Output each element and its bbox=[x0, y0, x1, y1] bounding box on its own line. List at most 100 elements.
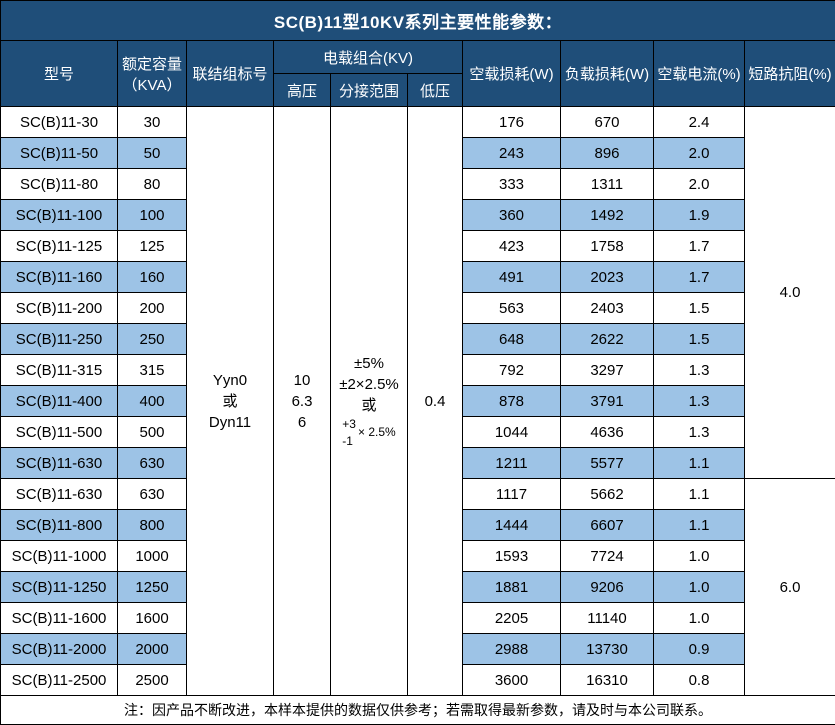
cell-capacity: 400 bbox=[118, 386, 187, 417]
cell-capacity: 2500 bbox=[118, 665, 187, 696]
cell-model: SC(B)11-200 bbox=[1, 293, 118, 324]
cell-no-load-current: 1.5 bbox=[654, 293, 745, 324]
header-impedance: 短路抗阻(%) bbox=[745, 41, 835, 107]
cell-load-loss: 6607 bbox=[561, 510, 654, 541]
cell-no-load-current: 1.5 bbox=[654, 324, 745, 355]
cell-load-loss: 1758 bbox=[561, 231, 654, 262]
note-row: 注：因产品不断改进，本样本提供的数据仅供参考；若需取得最新参数，请及时与本公司联… bbox=[1, 696, 835, 725]
cell-no-load-loss: 2205 bbox=[463, 603, 561, 634]
cell-impedance: 6.0 bbox=[745, 479, 835, 696]
header-tap-range: 分接范围 bbox=[331, 74, 408, 107]
cell-load-loss: 7724 bbox=[561, 541, 654, 572]
cell-tap-range: ±5%±2×2.5%或+3-1× 2.5% bbox=[331, 107, 408, 696]
cell-capacity: 630 bbox=[118, 479, 187, 510]
cell-model: SC(B)11-2500 bbox=[1, 665, 118, 696]
cell-load-loss: 3791 bbox=[561, 386, 654, 417]
cell-capacity: 800 bbox=[118, 510, 187, 541]
cell-capacity: 200 bbox=[118, 293, 187, 324]
cell-no-load-loss: 1044 bbox=[463, 417, 561, 448]
cell-no-load-loss: 1211 bbox=[463, 448, 561, 479]
cell-capacity: 250 bbox=[118, 324, 187, 355]
cell-load-loss: 1492 bbox=[561, 200, 654, 231]
cell-model: SC(B)11-630 bbox=[1, 448, 118, 479]
cell-capacity: 30 bbox=[118, 107, 187, 138]
footer-note: 注：因产品不断改进，本样本提供的数据仅供参考；若需取得最新参数，请及时与本公司联… bbox=[1, 696, 835, 725]
cell-capacity: 125 bbox=[118, 231, 187, 262]
cell-no-load-loss: 1881 bbox=[463, 572, 561, 603]
cell-model: SC(B)11-500 bbox=[1, 417, 118, 448]
cell-capacity: 50 bbox=[118, 138, 187, 169]
header-capacity: 额定容量 （KVA） bbox=[118, 41, 187, 107]
cell-no-load-loss: 176 bbox=[463, 107, 561, 138]
cell-load-loss: 11140 bbox=[561, 603, 654, 634]
cell-capacity: 1600 bbox=[118, 603, 187, 634]
cell-load-loss: 896 bbox=[561, 138, 654, 169]
cell-capacity: 160 bbox=[118, 262, 187, 293]
cell-no-load-loss: 563 bbox=[463, 293, 561, 324]
cell-model: SC(B)11-100 bbox=[1, 200, 118, 231]
cell-load-loss: 2622 bbox=[561, 324, 654, 355]
cell-no-load-current: 1.1 bbox=[654, 448, 745, 479]
cell-no-load-current: 2.0 bbox=[654, 138, 745, 169]
cell-load-loss: 3297 bbox=[561, 355, 654, 386]
cell-capacity: 2000 bbox=[118, 634, 187, 665]
cell-no-load-loss: 878 bbox=[463, 386, 561, 417]
cell-no-load-loss: 2988 bbox=[463, 634, 561, 665]
header-row-1: 型号 额定容量 （KVA） 联结组标号 电载组合(KV) 空载损耗(W) 负载损… bbox=[1, 41, 835, 74]
cell-load-loss: 4636 bbox=[561, 417, 654, 448]
cell-no-load-loss: 648 bbox=[463, 324, 561, 355]
cell-model: SC(B)11-1600 bbox=[1, 603, 118, 634]
table-title: SC(B)11型10KV系列主要性能参数： bbox=[1, 1, 835, 41]
cell-capacity: 100 bbox=[118, 200, 187, 231]
cell-load-loss: 9206 bbox=[561, 572, 654, 603]
cell-no-load-loss: 1593 bbox=[463, 541, 561, 572]
cell-capacity: 1000 bbox=[118, 541, 187, 572]
header-connection-group: 联结组标号 bbox=[187, 41, 274, 107]
header-no-load-loss: 空载损耗(W) bbox=[463, 41, 561, 107]
cell-load-loss: 5577 bbox=[561, 448, 654, 479]
cell-no-load-current: 1.0 bbox=[654, 603, 745, 634]
cell-no-load-loss: 333 bbox=[463, 169, 561, 200]
cell-no-load-current: 1.3 bbox=[654, 417, 745, 448]
cell-no-load-current: 0.9 bbox=[654, 634, 745, 665]
cell-load-loss: 670 bbox=[561, 107, 654, 138]
cell-model: SC(B)11-250 bbox=[1, 324, 118, 355]
header-capacity-line2: （KVA） bbox=[118, 74, 186, 95]
cell-model: SC(B)11-160 bbox=[1, 262, 118, 293]
cell-model: SC(B)11-1250 bbox=[1, 572, 118, 603]
cell-no-load-loss: 792 bbox=[463, 355, 561, 386]
header-load-loss: 负载损耗(W) bbox=[561, 41, 654, 107]
cell-model: SC(B)11-400 bbox=[1, 386, 118, 417]
cell-impedance: 4.0 bbox=[745, 107, 835, 479]
cell-low-voltage: 0.4 bbox=[408, 107, 463, 696]
cell-no-load-loss: 423 bbox=[463, 231, 561, 262]
cell-model: SC(B)11-315 bbox=[1, 355, 118, 386]
cell-capacity: 500 bbox=[118, 417, 187, 448]
cell-model: SC(B)11-630 bbox=[1, 479, 118, 510]
cell-no-load-current: 1.1 bbox=[654, 510, 745, 541]
cell-load-loss: 2403 bbox=[561, 293, 654, 324]
cell-no-load-current: 2.4 bbox=[654, 107, 745, 138]
cell-no-load-current: 1.7 bbox=[654, 231, 745, 262]
cell-model: SC(B)11-50 bbox=[1, 138, 118, 169]
cell-capacity: 80 bbox=[118, 169, 187, 200]
header-capacity-line1: 额定容量 bbox=[118, 53, 186, 74]
cell-no-load-loss: 1117 bbox=[463, 479, 561, 510]
header-model: 型号 bbox=[1, 41, 118, 107]
title-row: SC(B)11型10KV系列主要性能参数： bbox=[1, 1, 835, 41]
cell-model: SC(B)11-125 bbox=[1, 231, 118, 262]
cell-model: SC(B)11-1000 bbox=[1, 541, 118, 572]
cell-model: SC(B)11-2000 bbox=[1, 634, 118, 665]
cell-no-load-current: 1.9 bbox=[654, 200, 745, 231]
cell-load-loss: 1311 bbox=[561, 169, 654, 200]
cell-load-loss: 16310 bbox=[561, 665, 654, 696]
cell-load-loss: 13730 bbox=[561, 634, 654, 665]
cell-no-load-loss: 491 bbox=[463, 262, 561, 293]
cell-no-load-current: 1.1 bbox=[654, 479, 745, 510]
cell-no-load-current: 1.7 bbox=[654, 262, 745, 293]
header-no-load-current: 空载电流(%) bbox=[654, 41, 745, 107]
cell-capacity: 315 bbox=[118, 355, 187, 386]
cell-no-load-loss: 243 bbox=[463, 138, 561, 169]
cell-no-load-current: 1.0 bbox=[654, 572, 745, 603]
